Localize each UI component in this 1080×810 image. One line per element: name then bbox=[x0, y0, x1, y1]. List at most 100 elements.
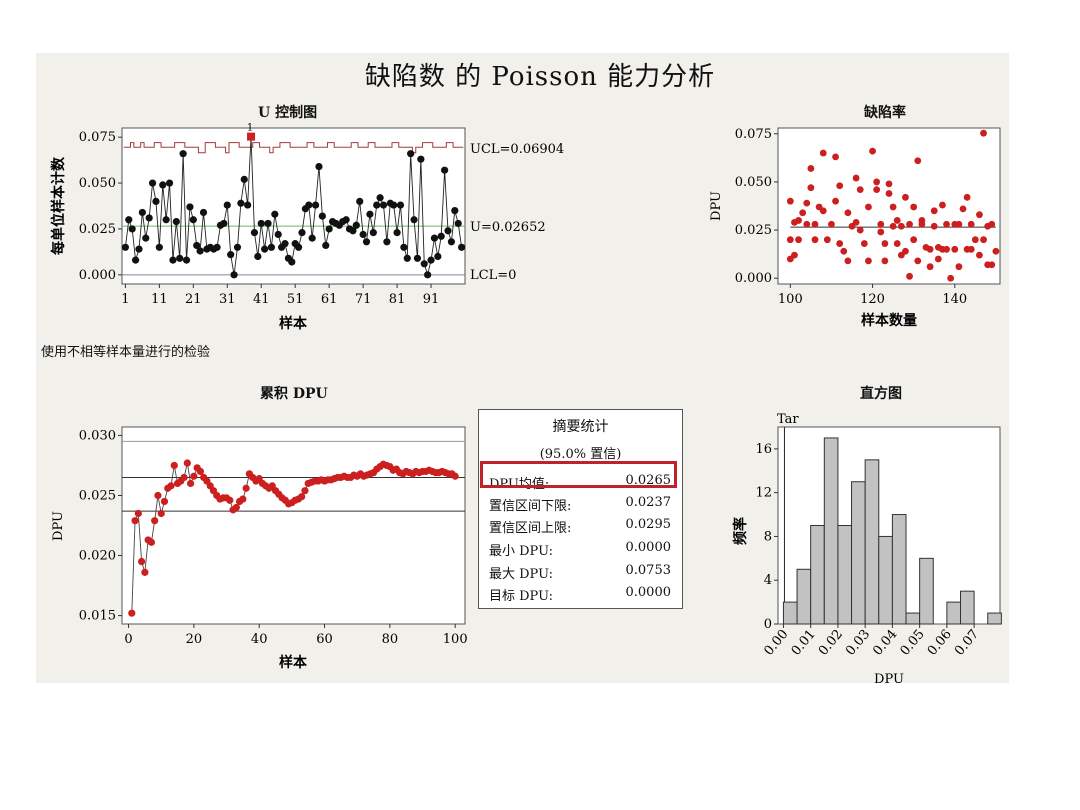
histogram-bar bbox=[960, 590, 975, 625]
summary-row: 最小 DPU: 0.0000 bbox=[489, 540, 671, 560]
data-point bbox=[852, 174, 860, 182]
data-point bbox=[971, 236, 979, 244]
x-tick-label: 0 bbox=[124, 632, 132, 647]
data-point bbox=[393, 229, 401, 237]
data-point bbox=[298, 229, 306, 237]
data-point bbox=[400, 243, 408, 251]
data-point bbox=[308, 234, 316, 242]
histogram-bar bbox=[810, 525, 825, 625]
data-point bbox=[856, 186, 864, 194]
test-note: 使用不相等样本量进行的检验 bbox=[41, 345, 211, 360]
data-point bbox=[811, 220, 819, 228]
y-tick-label: 0.025 bbox=[79, 488, 116, 503]
data-point bbox=[318, 212, 326, 220]
ucl-line bbox=[123, 142, 464, 154]
data-point bbox=[943, 245, 950, 253]
data-point bbox=[301, 487, 309, 495]
x-tick-label: 140 bbox=[942, 292, 967, 307]
y-tick-label: 0.000 bbox=[79, 268, 116, 283]
x-tick-label: 0.02 bbox=[816, 627, 846, 659]
y-tick-label: 0.075 bbox=[79, 130, 116, 145]
summary-label: 置信区间下限: bbox=[489, 499, 572, 514]
defect-rate-ylabel: DPU bbox=[709, 191, 724, 221]
data-point bbox=[237, 199, 245, 207]
data-point bbox=[250, 229, 259, 237]
data-point bbox=[160, 497, 169, 506]
data-point bbox=[976, 211, 983, 219]
histogram-title: 直方图 bbox=[860, 386, 902, 402]
data-point bbox=[902, 247, 909, 255]
y-tick-label: 16 bbox=[755, 442, 772, 457]
data-point bbox=[976, 251, 983, 259]
data-point bbox=[430, 234, 439, 242]
data-point bbox=[244, 201, 252, 209]
data-point bbox=[914, 157, 922, 165]
x-tick-label: 60 bbox=[316, 632, 333, 647]
data-point bbox=[274, 230, 282, 239]
data-point bbox=[832, 153, 839, 161]
data-point bbox=[959, 205, 967, 213]
data-point bbox=[155, 243, 163, 251]
data-point bbox=[128, 609, 136, 617]
summary-row: 最大 DPU: 0.0753 bbox=[489, 563, 671, 583]
y-tick-label: 0.050 bbox=[79, 176, 116, 191]
y-tick-label: 0.075 bbox=[735, 127, 772, 142]
data-point bbox=[242, 484, 250, 492]
data-point bbox=[267, 243, 276, 251]
data-point bbox=[134, 509, 142, 518]
summary-value: 0.0753 bbox=[625, 563, 672, 578]
data-point bbox=[885, 180, 893, 188]
u-series-line bbox=[124, 136, 463, 277]
y-tick-label: 0.000 bbox=[735, 271, 772, 286]
data-point bbox=[427, 256, 435, 264]
data-point bbox=[869, 147, 876, 155]
data-point bbox=[199, 208, 208, 217]
data-point bbox=[148, 179, 157, 187]
summary-label: DPU均值: bbox=[489, 477, 550, 492]
data-point bbox=[396, 201, 405, 209]
data-point bbox=[131, 256, 140, 264]
histogram-bar bbox=[782, 601, 798, 625]
u-chart-ucl-label: UCL=0.06904 bbox=[470, 142, 564, 157]
u-chart-title: U 控制图 bbox=[258, 105, 318, 121]
data-point bbox=[281, 240, 289, 248]
data-point bbox=[151, 517, 159, 525]
y-tick-label: 4 bbox=[764, 573, 772, 588]
data-point bbox=[441, 166, 449, 174]
data-point bbox=[376, 194, 384, 202]
data-point bbox=[359, 230, 367, 239]
summary-value: 0.0265 bbox=[625, 473, 672, 488]
data-point bbox=[128, 225, 136, 233]
x-tick-label: 0.01 bbox=[789, 627, 819, 659]
data-point bbox=[889, 222, 897, 230]
x-tick-label: 0.06 bbox=[925, 627, 955, 659]
page-title: 缺陷数 的 Poisson 能力分析 bbox=[364, 62, 716, 92]
data-point bbox=[840, 247, 848, 255]
data-point bbox=[152, 197, 160, 206]
data-point bbox=[852, 218, 860, 226]
data-point bbox=[988, 220, 996, 228]
histogram-bar bbox=[864, 459, 880, 625]
data-point bbox=[885, 190, 893, 197]
data-point bbox=[189, 216, 197, 224]
data-point bbox=[187, 479, 195, 488]
data-point bbox=[145, 214, 153, 222]
histogram-bar bbox=[823, 437, 839, 625]
summary-row: DPU均值: 0.0265 bbox=[489, 473, 671, 493]
data-point bbox=[165, 179, 174, 187]
summary-row: 置信区间下限: 0.0237 bbox=[489, 495, 671, 515]
u-chart-lcl-label: LCL=0 bbox=[470, 268, 516, 283]
summary-value: 0.0295 bbox=[625, 517, 672, 532]
data-point bbox=[914, 257, 922, 265]
data-point bbox=[906, 272, 913, 280]
data-point bbox=[157, 509, 165, 518]
cumulative-ylabel: DPU bbox=[51, 511, 66, 541]
data-point bbox=[967, 220, 975, 228]
data-point bbox=[190, 472, 198, 480]
data-point bbox=[865, 203, 872, 211]
summary-label: 最大 DPU: bbox=[489, 567, 553, 582]
data-point bbox=[918, 217, 926, 224]
data-point bbox=[240, 175, 248, 183]
data-point bbox=[390, 201, 398, 209]
data-point bbox=[893, 217, 901, 224]
